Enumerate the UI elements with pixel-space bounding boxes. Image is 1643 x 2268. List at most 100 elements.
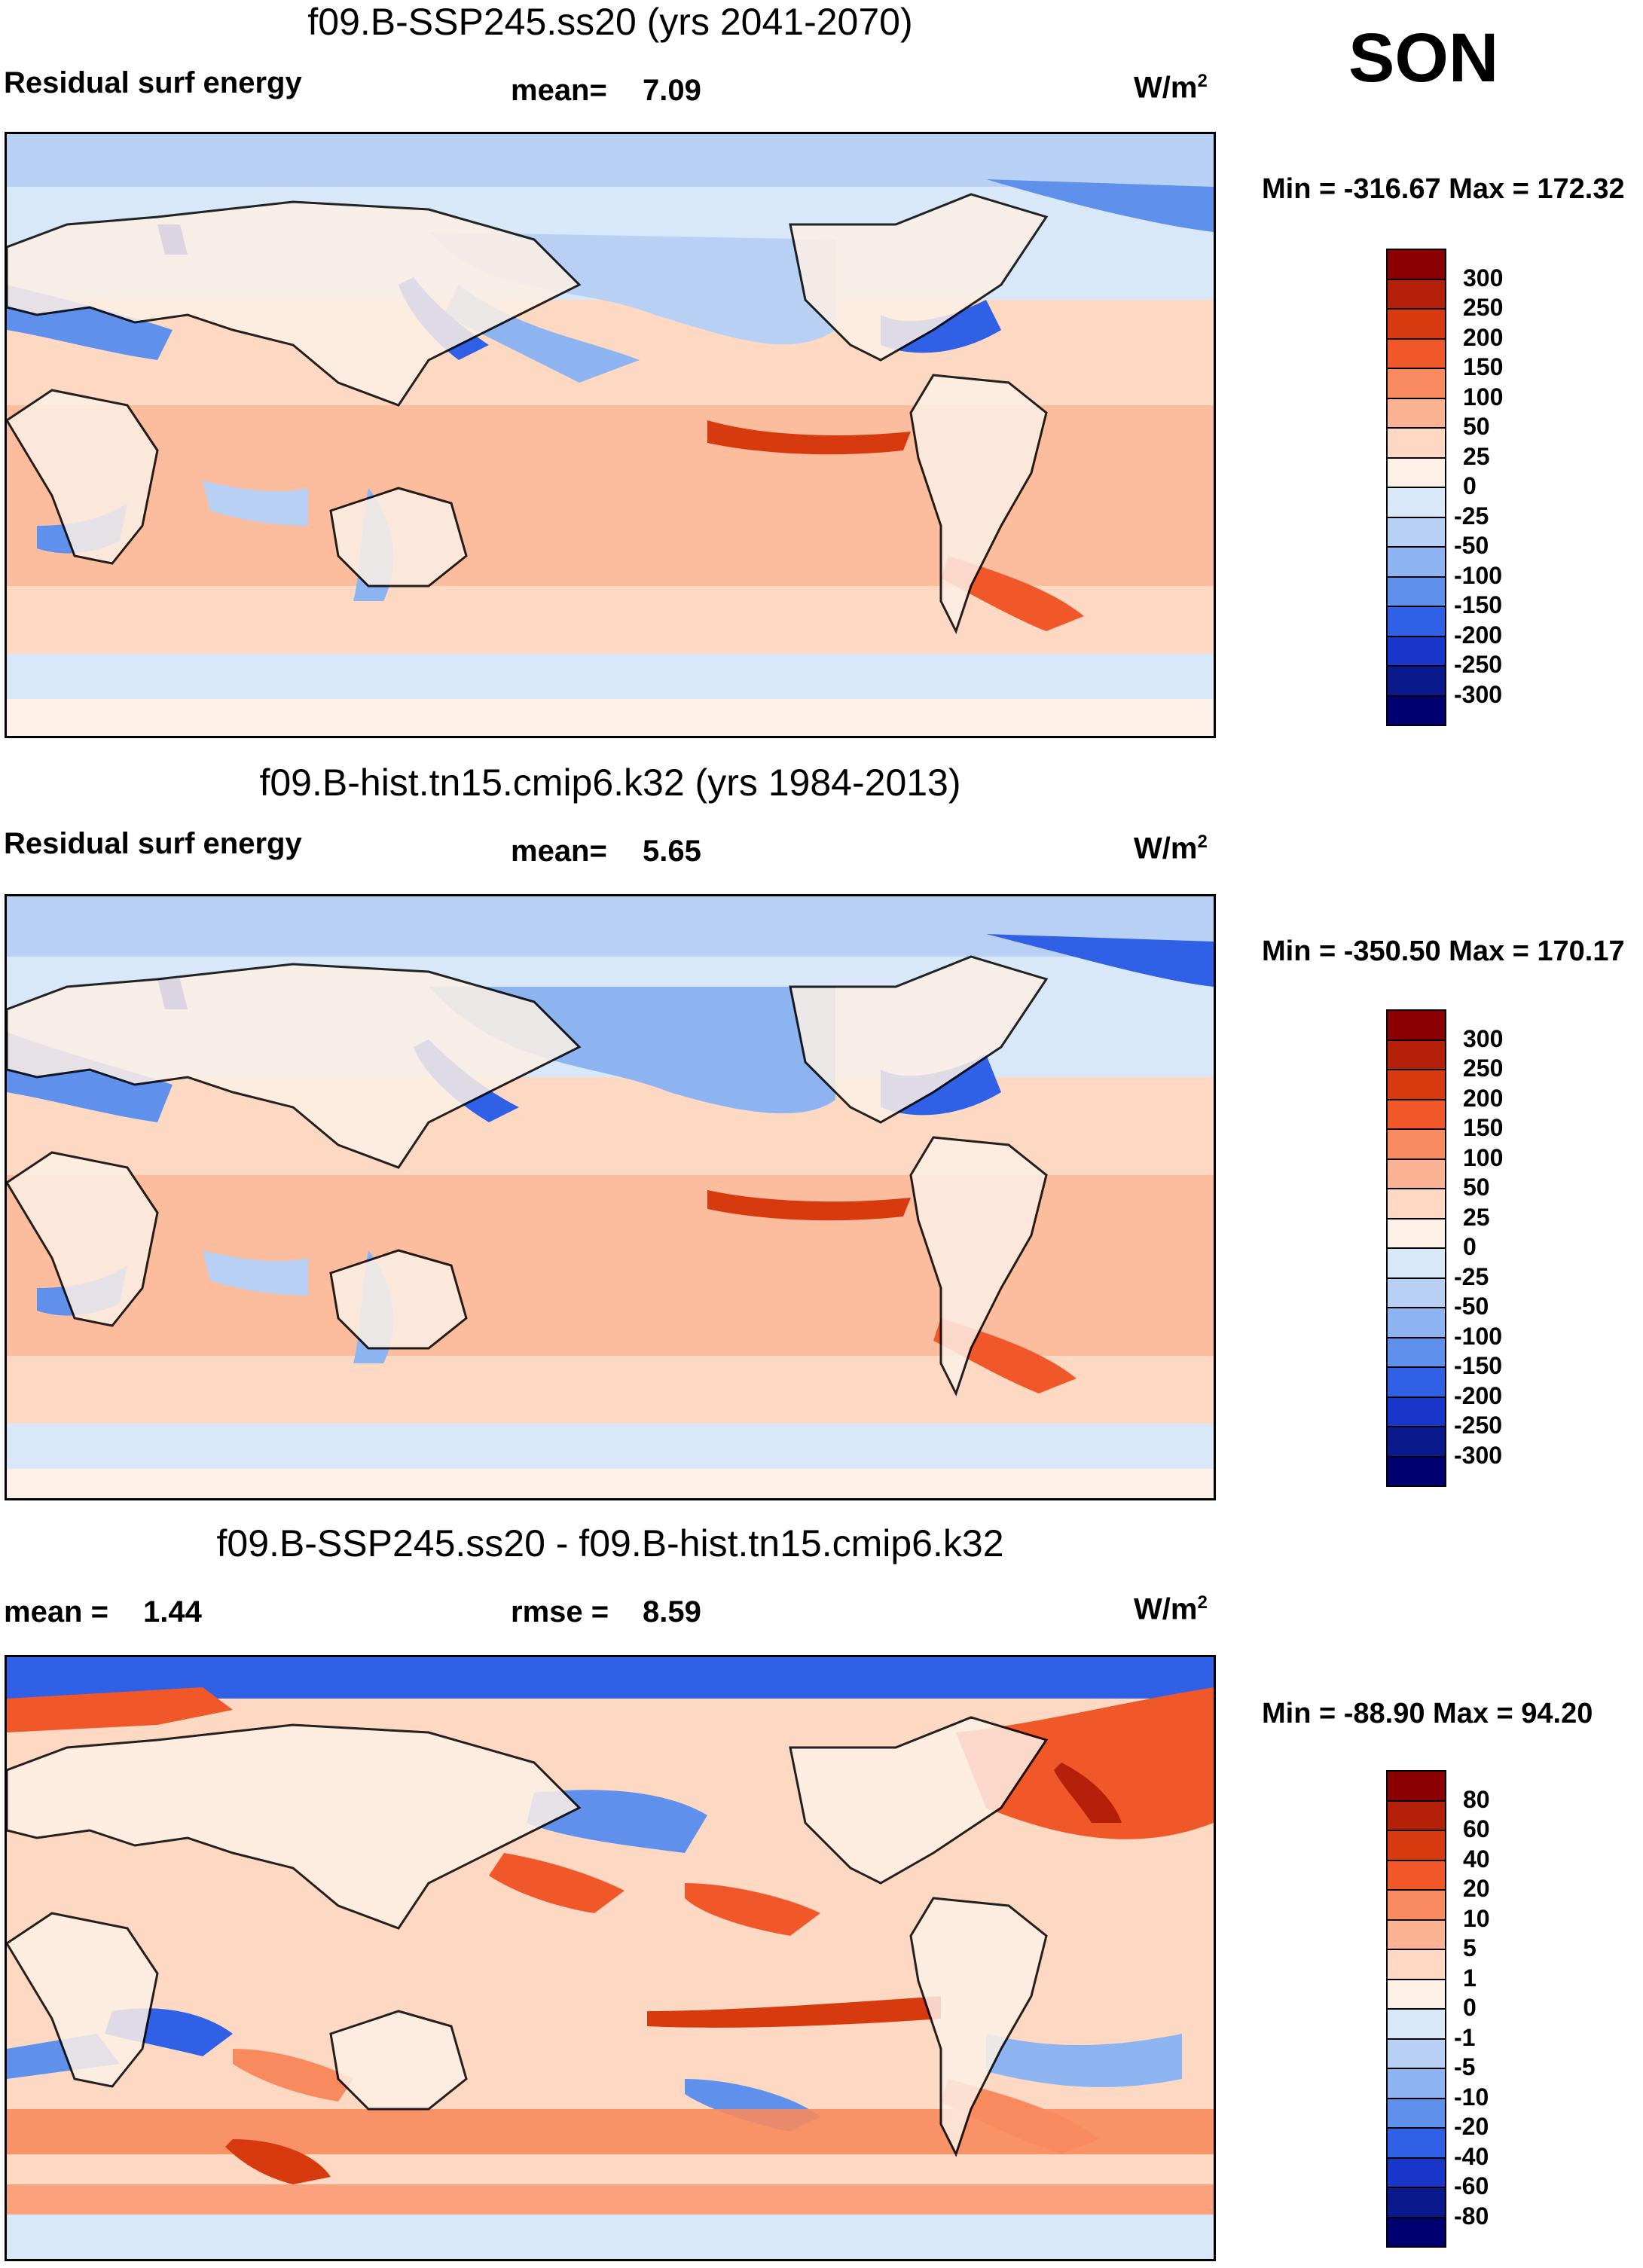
colorbar-swatch (1386, 2187, 1446, 2218)
colorbar-swatch (1386, 1830, 1446, 1861)
colorbar-tick-label: -25 (1454, 502, 1489, 530)
colorbar-tick-label: 50 (1463, 413, 1490, 440)
panel3-colorbar: 80 60 40 20 10 5 1 0 -1 -5 -10 -20 -40 -60 -80 (1386, 1770, 1537, 2252)
colorbar-tick-label: 80 (1463, 1785, 1490, 1813)
panel1-variable-label: Residual surf energy (4, 66, 302, 99)
colorbar-swatch (1386, 1949, 1446, 1980)
panel1-minmax: Min = -316.67 Max = 172.32 (1262, 173, 1625, 205)
colorbar-tick-label: -300 (1454, 1441, 1503, 1469)
panel1-units: W/m2 (1134, 71, 1208, 105)
colorbar-swatch (1386, 249, 1446, 280)
colorbar-swatch (1386, 1366, 1446, 1398)
colorbar-tick-label: 100 (1463, 1143, 1504, 1171)
colorbar-tick-label: 300 (1463, 264, 1504, 292)
panel1-title: f09.B-SSP245.ss20 (yrs 2041-2070) (307, 1, 913, 43)
colorbar-tick-label: -150 (1454, 591, 1503, 618)
colorbar-tick-label: -150 (1454, 1352, 1503, 1379)
colorbar-tick-label: 250 (1463, 294, 1504, 321)
colorbar-swatch (1386, 1889, 1446, 1921)
colorbar-swatch (1386, 2216, 1446, 2248)
colorbar-swatch (1386, 427, 1446, 459)
colorbar-swatch (1386, 1277, 1446, 1308)
colorbar-swatch (1386, 1307, 1446, 1339)
panel3-rmse-label: rmse = (511, 1595, 609, 1629)
colorbar-swatch (1386, 2097, 1446, 2129)
colorbar-tick-label: 10 (1463, 1904, 1490, 1932)
panel1-map (5, 132, 1216, 738)
colorbar-tick-label: 20 (1463, 1875, 1490, 1902)
colorbar-tick-label: 200 (1463, 323, 1504, 351)
colorbar-swatch (1386, 2127, 1446, 2159)
colorbar-tick-label: 0 (1463, 1994, 1477, 2021)
colorbar-tick-label: -50 (1454, 1293, 1489, 1320)
panel3-mean-label: mean = (4, 1595, 108, 1629)
colorbar-tick-label: -50 (1454, 532, 1489, 559)
colorbar-tick-label: 50 (1463, 1174, 1490, 1201)
colorbar-tick-label: -250 (1454, 651, 1503, 678)
colorbar-tick-label: -60 (1454, 2172, 1489, 2199)
panel1-colorbar: 300 250 200 150 100 50 25 0 -25 -50 -100 -150 -200 -2… (1386, 249, 1537, 731)
panel3-minmax: Min = -88.90 Max = 94.20 (1262, 1698, 1593, 1729)
colorbar-swatch (1386, 635, 1446, 667)
colorbar-swatch (1386, 1859, 1446, 1891)
colorbar-swatch (1386, 487, 1446, 518)
colorbar-swatch (1386, 1770, 1446, 1802)
colorbar-tick-label: -300 (1454, 680, 1503, 708)
colorbar-swatch (1386, 368, 1446, 399)
colorbar-swatch (1386, 308, 1446, 340)
colorbar-tick-label: -1 (1454, 2023, 1476, 2051)
colorbar-tick-label: 0 (1463, 1233, 1477, 1260)
panel2-units: W/m2 (1134, 832, 1208, 865)
panel3-mean-value: 1.44 (143, 1595, 202, 1629)
colorbar-tick-label: 5 (1463, 1934, 1477, 1961)
colorbar-swatch (1386, 1455, 1446, 1487)
colorbar-swatch (1386, 1336, 1446, 1368)
colorbar-tick-label: -20 (1454, 2113, 1489, 2140)
colorbar-swatch (1386, 1978, 1446, 2010)
colorbar-swatch (1386, 2038, 1446, 2069)
colorbar-swatch (1386, 1069, 1446, 1100)
colorbar-swatch (1386, 1128, 1446, 1160)
colorbar-swatch (1386, 397, 1446, 429)
colorbar-tick-label: 60 (1463, 1815, 1490, 1842)
colorbar-swatch (1386, 606, 1446, 637)
colorbar-tick-label: 200 (1463, 1084, 1504, 1112)
colorbar-swatch (1386, 1098, 1446, 1130)
colorbar-swatch (1386, 1918, 1446, 1950)
colorbar-tick-label: -100 (1454, 1322, 1503, 1350)
season-label: SON (1348, 20, 1499, 96)
colorbar-tick-label: -10 (1454, 2083, 1489, 2111)
colorbar-swatch (1386, 1009, 1446, 1041)
colorbar-swatch (1386, 1426, 1446, 1458)
colorbar-swatch (1386, 278, 1446, 310)
colorbar-tick-label: 40 (1463, 1845, 1490, 1873)
panel1-mean-label: mean= (511, 74, 607, 107)
colorbar-tick-label: -40 (1454, 2142, 1489, 2170)
colorbar-swatch (1386, 2008, 1446, 2040)
colorbar-swatch (1386, 2068, 1446, 2099)
panel2-map (5, 894, 1216, 1500)
colorbar-swatch (1386, 1799, 1446, 1831)
colorbar-swatch (1386, 1039, 1446, 1070)
colorbar-tick-label: 250 (1463, 1055, 1504, 1082)
colorbar-tick-label: 0 (1463, 472, 1477, 499)
colorbar-tick-label: -5 (1454, 2053, 1476, 2080)
panel3-title: f09.B-SSP245.ss20 - f09.B-hist.tn15.cmip… (216, 1522, 1004, 1564)
colorbar-tick-label: 100 (1463, 383, 1504, 411)
colorbar-swatch (1386, 337, 1446, 369)
colorbar-tick-label: -80 (1454, 2202, 1489, 2230)
colorbar-tick-label: -250 (1454, 1412, 1503, 1439)
colorbar-tick-label: 25 (1463, 1203, 1490, 1231)
panel3-units: W/m2 (1134, 1592, 1208, 1626)
colorbar-swatch (1386, 1247, 1446, 1279)
panel2-mean-label: mean= (511, 835, 607, 868)
colorbar-tick-label: 150 (1463, 1114, 1504, 1141)
colorbar-swatch (1386, 456, 1446, 488)
colorbar-tick-label: 25 (1463, 442, 1490, 470)
colorbar-tick-label: -25 (1454, 1262, 1489, 1290)
panel3-rmse-value: 8.59 (643, 1595, 701, 1629)
colorbar-swatch (1386, 1396, 1446, 1427)
colorbar-swatch (1386, 516, 1446, 548)
panel2-mean-value: 5.65 (643, 835, 701, 868)
colorbar-tick-label: 300 (1463, 1024, 1504, 1052)
